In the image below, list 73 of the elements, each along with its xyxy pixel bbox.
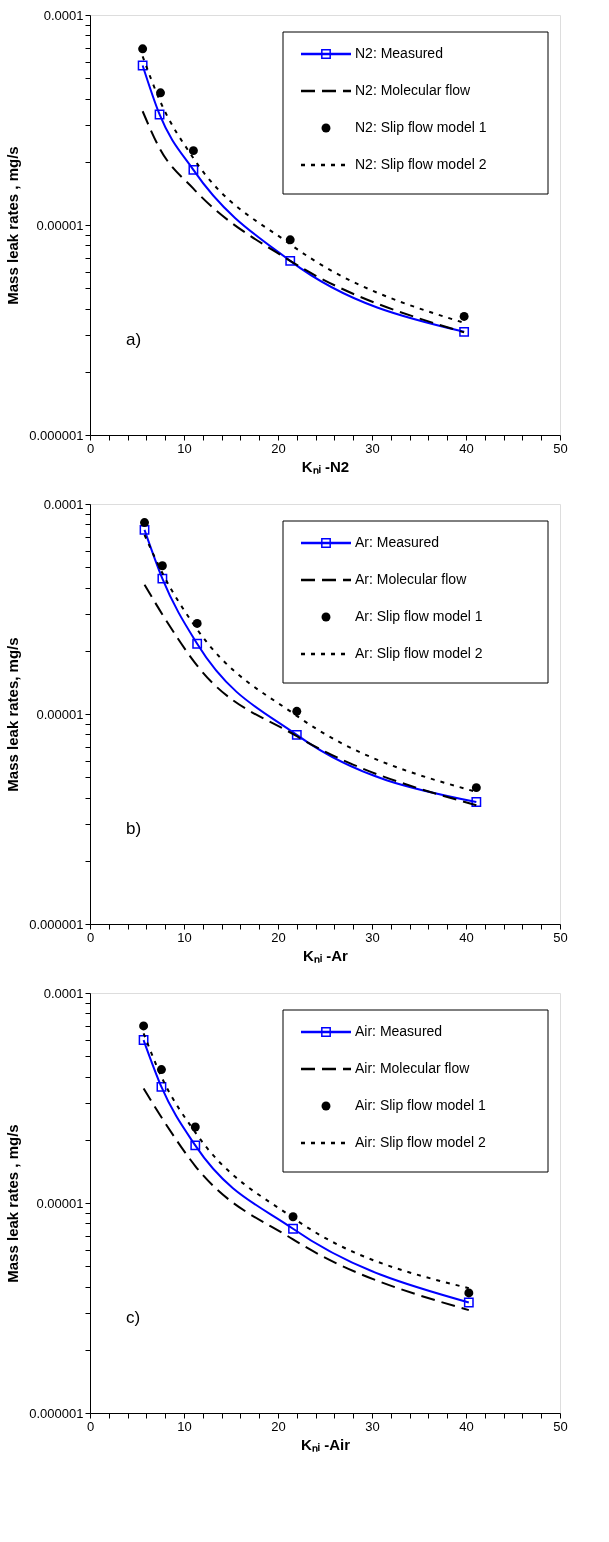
legend-label: Air: Slip flow model 1	[355, 1097, 486, 1113]
x-tick-label: 50	[553, 929, 568, 945]
point	[188, 146, 198, 156]
point	[288, 1223, 298, 1234]
legend-label: Air: Measured	[355, 1023, 443, 1039]
x-tick-label: 10	[177, 929, 192, 945]
point	[137, 60, 148, 71]
legend-label: Ar: Slip flow model 2	[355, 645, 483, 661]
y-tick-label: 0.00001	[36, 217, 84, 233]
legend-label: N2: Slip flow model 1	[355, 119, 487, 135]
point	[285, 255, 296, 266]
point	[192, 638, 203, 649]
x-tick-label: 50	[553, 1418, 568, 1434]
point	[156, 1082, 167, 1092]
x-axis-title: Kₙᵢ -N2	[301, 457, 350, 475]
point	[291, 729, 302, 740]
annotation: b)	[126, 819, 142, 838]
point	[154, 109, 165, 120]
point	[139, 1021, 149, 1031]
y-tick-label: 0.000001	[29, 916, 84, 932]
x-tick-label: 10	[177, 440, 192, 456]
point	[190, 1122, 200, 1132]
legend-label: Air: Slip flow model 2	[355, 1134, 486, 1150]
point	[464, 1288, 474, 1298]
point	[140, 518, 149, 528]
point	[138, 1035, 149, 1045]
x-tick-label: 40	[459, 1418, 474, 1434]
x-tick-label: 20	[271, 929, 286, 945]
legend-label: Ar: Slip flow model 1	[355, 608, 483, 624]
point	[471, 797, 482, 807]
x-tick-label: 0	[86, 1418, 95, 1434]
point	[188, 164, 199, 175]
x-axis-title: Kₙᵢ -Ar	[303, 946, 349, 964]
x-tick-label: 0	[86, 440, 95, 456]
legend-label: N2: Measured	[355, 45, 443, 61]
point	[463, 1297, 474, 1308]
point	[471, 783, 481, 793]
y-tick-label: 0.000001	[29, 427, 84, 443]
y-tick-label: 0.00001	[36, 706, 84, 722]
legend-label: Ar: Molecular flow	[355, 571, 468, 587]
y-axis-title: Mass leak rates , mg/s	[4, 1124, 22, 1283]
x-tick-label: 20	[271, 440, 286, 456]
point	[459, 326, 470, 337]
x-tick-label: 50	[553, 440, 568, 456]
x-tick-label: 30	[365, 440, 380, 456]
y-tick-label: 0.0001	[43, 985, 84, 1001]
point	[138, 44, 148, 54]
x-tick-label: 30	[365, 1418, 380, 1434]
point	[157, 573, 168, 584]
point	[139, 524, 150, 535]
point	[190, 1140, 201, 1151]
y-tick-label: 0.00001	[36, 1195, 84, 1211]
annotation: a)	[126, 330, 142, 349]
x-tick-label: 20	[271, 1418, 286, 1434]
point	[292, 706, 302, 716]
x-tick-label: 30	[365, 929, 380, 945]
y-tick-label: 0.000001	[29, 1405, 84, 1421]
legend-label: Air: Molecular flow	[355, 1060, 471, 1076]
y-axis-title: Mass leak rates , mg/s	[4, 146, 22, 305]
legend-label: N2: Molecular flow	[355, 82, 472, 98]
x-axis-title: Kₙᵢ -Air	[301, 1435, 351, 1453]
legend-label: Ar: Measured	[355, 534, 440, 550]
legend-label: N2: Slip flow model 2	[355, 156, 487, 172]
y-axis-title: Mass leak rates, mg/s	[4, 637, 22, 792]
y-tick-label: 0.0001	[43, 7, 84, 23]
x-tick-label: 10	[177, 1418, 192, 1434]
y-tick-label: 0.0001	[43, 496, 84, 512]
point	[157, 561, 167, 571]
annotation: c)	[126, 1308, 141, 1327]
x-tick-label: 0	[86, 929, 95, 945]
point	[459, 311, 469, 321]
x-tick-label: 40	[459, 440, 474, 456]
x-tick-label: 40	[459, 929, 474, 945]
